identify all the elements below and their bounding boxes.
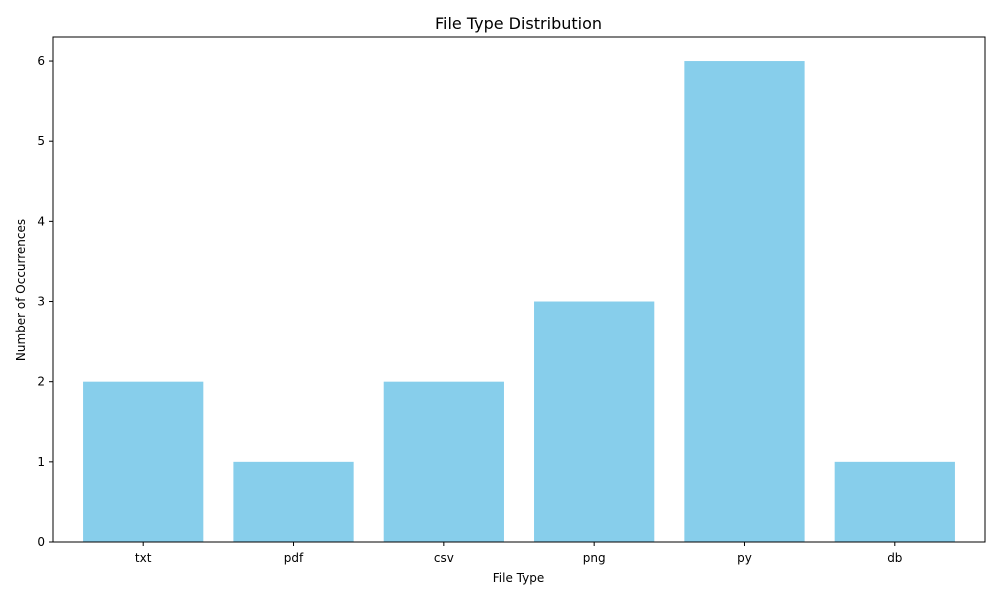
bar-txt [83,381,204,542]
x-tick-label-pdf: pdf [284,551,304,565]
y-tick-label: 2 [37,375,45,389]
y-tick-label: 4 [37,214,45,228]
y-tick-label: 3 [37,295,45,309]
bar-db [834,461,955,542]
bars-group [83,61,955,543]
chart-title: File Type Distribution [435,14,602,33]
y-tick-label: 0 [37,535,45,549]
y-tick-label: 1 [37,455,45,469]
bar-csv [383,381,504,542]
x-axis-label: File Type [493,571,544,585]
x-tick-label-db: db [887,551,902,565]
bar-py [684,61,805,543]
y-axis: 0 1 2 3 4 5 6 [37,54,53,549]
y-tick-label: 5 [37,134,45,148]
x-axis: txt pdf csv png py db [135,542,902,565]
x-tick-label-csv: csv [434,551,454,565]
bar-png [534,301,655,542]
x-tick-label-txt: txt [135,551,152,565]
bar-pdf [233,461,354,542]
y-axis-label: Number of Occurrences [14,219,28,361]
axes-frame [52,36,986,543]
x-tick-label-png: png [583,551,606,565]
y-tick-label: 6 [37,54,45,68]
x-tick-label-py: py [737,551,752,565]
